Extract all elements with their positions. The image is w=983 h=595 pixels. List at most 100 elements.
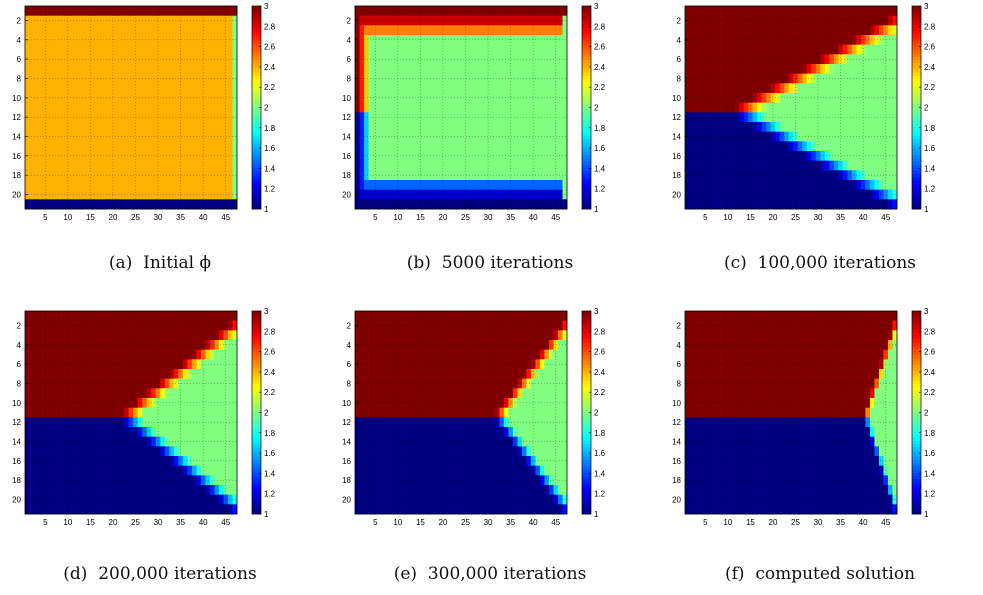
heatmap-cell [752,44,758,55]
heatmap-cell [752,25,758,36]
heatmap-cell [725,102,731,113]
heatmap-cell [476,141,482,152]
heatmap-cell [793,122,799,133]
heatmap-cell [34,93,39,104]
heatmap-cell [205,83,211,94]
heatmap-cell [716,83,722,94]
heatmap-cell [43,189,48,200]
heatmap-cell [218,15,224,26]
heatmap-cell [802,141,808,152]
heatmap-cell [88,44,94,55]
heatmap-cell [422,25,428,36]
heatmap-cell [530,311,536,322]
heatmap-cell [757,141,763,152]
heatmap-cell [485,122,491,133]
heatmap-cell [775,160,781,171]
heatmap-cell [196,320,202,331]
heatmap-cell [409,369,414,380]
heatmap-cell [544,73,550,84]
heatmap-cell [205,427,211,438]
heatmap-cell [707,199,713,210]
heatmap-cell [694,102,699,113]
heatmap-cell [133,446,139,457]
heatmap-cell [721,189,726,200]
heatmap-cell [562,54,568,65]
heatmap-cell [557,199,563,210]
heatmap-cell [440,44,446,55]
heatmap-cell [526,378,532,389]
heatmap-cell [422,189,428,200]
heatmap-cell [454,359,460,370]
heatmap-cell [196,170,202,181]
heatmap-cell [164,180,170,191]
heatmap-cell [97,6,103,17]
heatmap-cell [43,54,48,65]
heatmap-cell [391,320,396,331]
heatmap-cell [142,180,148,191]
heatmap-cell [382,349,387,360]
heatmap-cell [865,44,871,55]
heatmap-cell [544,349,550,360]
heatmap-cell [218,54,224,65]
heatmap-cell [404,151,410,162]
heatmap-cell [458,151,464,162]
heatmap-cell [712,180,717,191]
heatmap-cell [386,141,392,152]
heatmap-cell [544,199,550,210]
heatmap-cell [182,44,188,55]
heatmap-cell [101,199,107,210]
heatmap-cell [562,102,568,113]
heatmap-cell [743,141,749,152]
heatmap-cell [757,83,763,94]
heatmap-cell [802,44,808,55]
heatmap-cell [752,112,758,123]
heatmap-cell [793,54,799,65]
heatmap-cell [431,112,437,123]
heatmap-cell [784,131,790,142]
heatmap-cell [137,378,143,389]
heatmap-cell [490,189,496,200]
heatmap-cell [373,340,378,351]
heatmap-cell [535,73,541,84]
heatmap-cell [200,359,206,370]
heatmap-cell [34,504,39,515]
heatmap-cell [535,369,541,380]
colorbar-tick-label: 2.6 [924,43,936,52]
heatmap-cell [133,170,139,181]
heatmap-cell [169,330,175,341]
heatmap-cell [770,180,776,191]
heatmap-cell [178,15,184,26]
colorbar-tick-label: 2 [594,104,599,113]
heatmap-cell [797,64,803,75]
heatmap-cell [128,359,134,370]
heatmap-cell [155,427,161,438]
heatmap-cell [811,199,817,210]
heatmap-cell [824,64,830,75]
colorbar-segment [912,78,921,83]
heatmap-cell [842,15,848,26]
heatmap-cell [110,131,116,142]
heatmap-cell [445,199,451,210]
heatmap-cell [142,141,148,152]
heatmap-cell [164,64,170,75]
heatmap-cell [784,189,790,200]
heatmap-cell [499,330,505,341]
heatmap-cell [775,131,781,142]
heatmap-cell [436,349,442,360]
heatmap-cell [151,456,157,467]
heatmap-cell [391,54,396,65]
heatmap-cell [169,141,175,152]
heatmap-cell [70,102,75,113]
heatmap-cell [874,102,880,113]
heatmap-cell [445,112,451,123]
heatmap-cell [137,330,143,341]
heatmap-cell [458,311,464,322]
heatmap-cell [820,44,826,55]
heatmap-cell [106,494,112,505]
heatmap-cell [874,73,880,84]
plot-frame [684,5,898,210]
heatmap-cell [164,189,170,200]
heatmap-cell [88,485,94,496]
heatmap-cell [160,44,166,55]
heatmap-cell [703,102,708,113]
